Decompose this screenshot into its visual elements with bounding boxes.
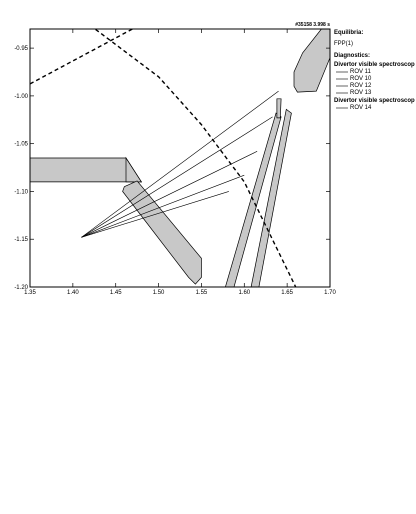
wall-tile (122, 180, 202, 285)
legend-equilibria-heading: Equilibria: (334, 30, 363, 36)
sightline (81, 151, 258, 238)
wall-tile (293, 29, 330, 93)
x-tick-label: 1.50 (153, 290, 165, 296)
x-tick-label: 1.70 (324, 290, 336, 296)
legend-item-rov13: ROV 13 (350, 90, 372, 96)
legend-group-title: Divertor visible spectroscop (334, 62, 415, 68)
y-tick-label: -1.20 (14, 285, 28, 291)
wall-tiles (30, 29, 330, 287)
separatrix (30, 29, 297, 287)
x-tick-label: 1.45 (110, 290, 122, 296)
y-tick-label: -1.00 (14, 94, 28, 100)
sightlines (81, 90, 279, 238)
wall-tile (250, 108, 292, 287)
sightline (81, 90, 279, 238)
y-tick-label: -0.95 (14, 46, 28, 52)
separatrix-line (93, 29, 297, 287)
sightline (81, 116, 273, 238)
separatrix-line (30, 29, 134, 85)
y-tick-label: -1.05 (14, 142, 28, 148)
shot-label: #35158 3.998 s (295, 22, 330, 28)
x-tick-label: 1.35 (24, 290, 36, 296)
plot-area (30, 29, 330, 287)
x-axis-ticks: 1.35 1.40 1.45 1.50 1.55 1.60 1.65 1.70 (24, 29, 336, 296)
legend-equilibrium-item: FPP(1) (334, 41, 353, 47)
wall-tile (276, 98, 282, 119)
sightline (81, 174, 245, 238)
legend: Equilibria: FPP(1) Diagnostics: Divertor… (334, 30, 415, 111)
y-axis-ticks: -0.95 -1.00 -1.05 -1.10 -1.15 -1.20 (14, 46, 330, 291)
legend-item-rov11: ROV 11 (350, 69, 372, 75)
wall-tile (125, 156, 143, 183)
x-tick-label: 1.60 (238, 290, 250, 296)
x-tick-label: 1.65 (281, 290, 293, 296)
legend-item-rov14: ROV 14 (350, 105, 372, 111)
plot-frame (29, 28, 331, 288)
wall-tile (30, 157, 143, 183)
sightline (81, 191, 229, 238)
legend-item-rov10: ROV 10 (350, 76, 372, 82)
y-tick-label: -1.15 (14, 237, 28, 243)
legend-item-rov12: ROV 12 (350, 83, 372, 89)
x-tick-label: 1.55 (196, 290, 208, 296)
x-tick-label: 1.40 (67, 290, 79, 296)
legend-group-title: Divertor visible spectroscop (334, 98, 415, 104)
legend-diagnostics-heading: Diagnostics: (334, 53, 370, 59)
y-tick-label: -1.10 (14, 189, 28, 195)
